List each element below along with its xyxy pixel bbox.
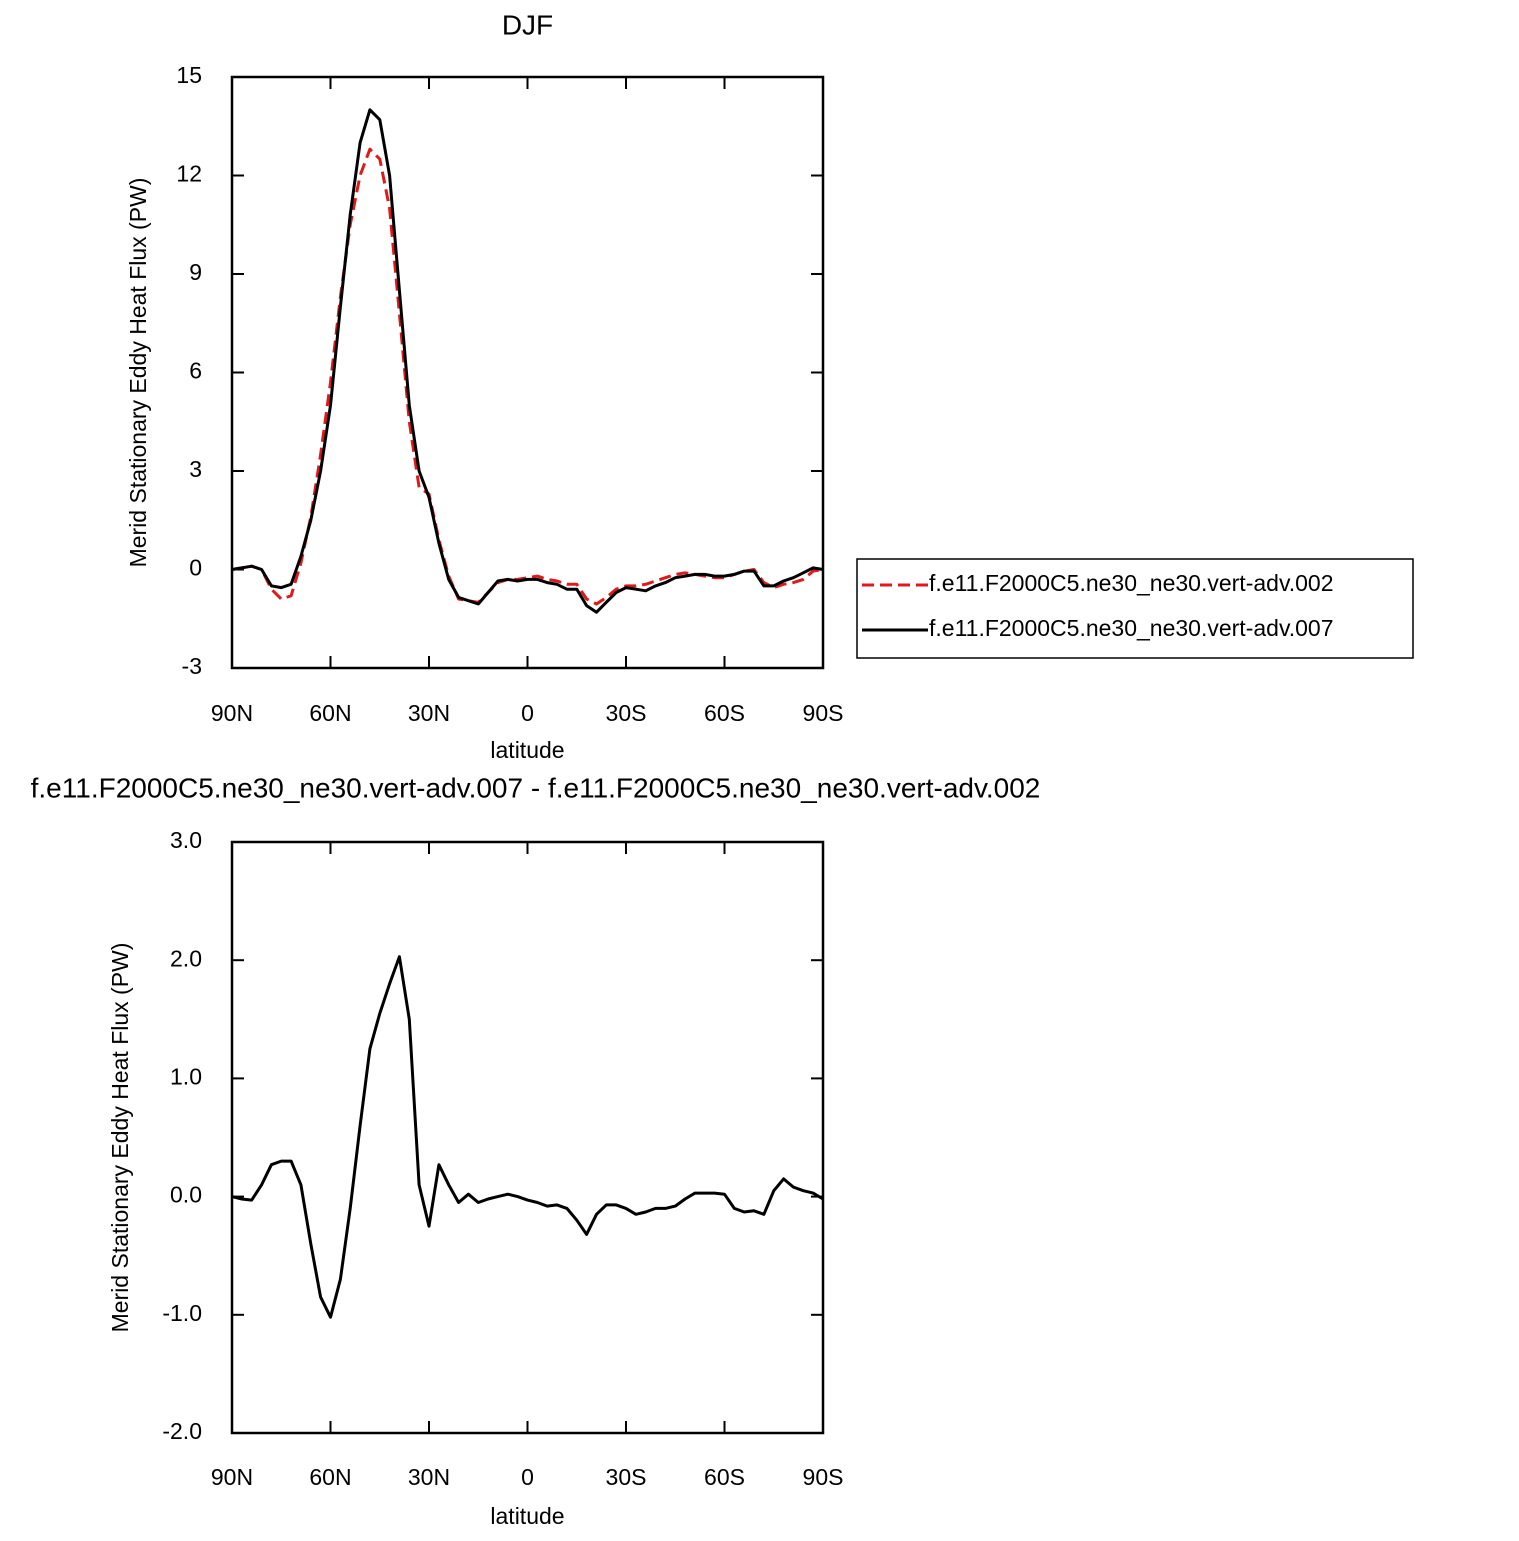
y-tick-label: 2.0 xyxy=(170,945,202,971)
x-tick-label: 30N xyxy=(408,700,450,726)
x-tick-label: 0 xyxy=(521,700,534,726)
plot-frame xyxy=(230,840,825,1435)
x-tick-label: 90N xyxy=(211,700,253,726)
y-tick-label: 0.0 xyxy=(170,1182,202,1208)
x-tick-label: 30S xyxy=(606,700,647,726)
y-axis-label: Merid Stationary Eddy Heat Flux (PW) xyxy=(107,943,133,1333)
x-axis-label: latitude xyxy=(490,737,564,763)
data-line xyxy=(231,955,824,1319)
y-tick-label: 1.0 xyxy=(170,1063,202,1089)
x-tick-label: 90S xyxy=(803,700,844,726)
x-tick-label: 0 xyxy=(521,1464,534,1490)
data-line xyxy=(231,147,824,606)
y-tick-label: -2.0 xyxy=(162,1418,202,1444)
y-tick-label: -1.0 xyxy=(162,1300,202,1326)
y-tick-label: 15 xyxy=(176,62,202,88)
y-tick-label: -3 xyxy=(182,653,202,679)
y-tick-label: 3 xyxy=(189,456,202,482)
x-tick-label: 60N xyxy=(309,1464,351,1490)
x-axis-label: latitude xyxy=(490,1503,564,1529)
chart-title: DJF xyxy=(502,9,553,40)
x-tick-label: 30S xyxy=(606,1464,647,1490)
data-line xyxy=(231,108,824,614)
legend-box xyxy=(856,558,1414,659)
y-tick-label: 12 xyxy=(176,161,202,187)
y-tick-label: 9 xyxy=(189,259,202,285)
y-axis-label: Merid Stationary Eddy Heat Flux (PW) xyxy=(125,178,151,568)
x-tick-label: 30N xyxy=(408,1464,450,1490)
y-tick-label: 0 xyxy=(189,555,202,581)
x-tick-label: 90S xyxy=(803,1464,844,1490)
plot-frame xyxy=(230,75,825,670)
y-tick-label: 3.0 xyxy=(170,827,202,853)
y-tick-label: 6 xyxy=(189,358,202,384)
x-tick-label: 90N xyxy=(211,1464,253,1490)
legend-label: f.e11.F2000C5.ne30_ne30.vert-adv.002 xyxy=(929,570,1334,596)
x-tick-label: 60S xyxy=(704,700,745,726)
x-tick-label: 60N xyxy=(309,700,351,726)
legend-label: f.e11.F2000C5.ne30_ne30.vert-adv.007 xyxy=(929,615,1334,641)
chart-title: f.e11.F2000C5.ne30_ne30.vert-adv.007 - f… xyxy=(31,772,1041,803)
x-tick-label: 60S xyxy=(704,1464,745,1490)
